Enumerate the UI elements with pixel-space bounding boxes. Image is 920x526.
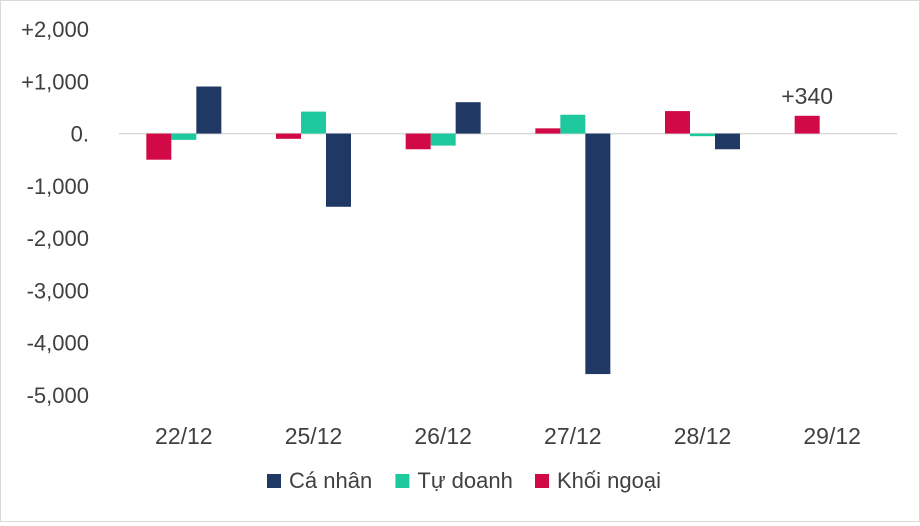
bars [146, 86, 820, 375]
y-tick-label: 0. [71, 122, 89, 147]
bar-khối-ngoại-25-12 [276, 133, 301, 139]
y-tick-label: -4,000 [27, 331, 89, 356]
x-tick-label: 28/12 [674, 423, 732, 449]
y-tick-label: +2,000 [21, 17, 89, 42]
bar-khối-ngoại-28-12 [665, 111, 690, 134]
x-tick-label: 27/12 [544, 423, 602, 449]
legend-swatch [267, 474, 281, 488]
legend-item-tự-doanh: Tự doanh [395, 468, 513, 493]
legend-label: Cá nhân [289, 468, 372, 493]
bar-cá-nhân-26-12 [455, 102, 481, 134]
bar-cá-nhân-27-12 [585, 133, 611, 375]
legend-swatch [535, 474, 549, 488]
x-axis-tick-labels: 22/12 25/12 26/12 27/12 28/12 29/12 [155, 423, 861, 449]
bar-khối-ngoại-26-12 [405, 133, 431, 150]
legend-item-cá-nhân: Cá nhân [267, 468, 372, 493]
legend-label: Tự doanh [417, 468, 512, 493]
bar-tự-doanh-26-12 [430, 133, 456, 146]
y-tick-label: -3,000 [27, 278, 89, 303]
y-axis-tick-labels: +2,000 +1,000 0. -1,000 -2,000 -3,000 -4,000 -5… [21, 17, 89, 408]
bar-cá-nhân-28-12 [715, 133, 740, 150]
bar-khối-ngoại-22-12 [146, 133, 172, 160]
legend: Cá nhân Tự doanh Khối ngoại [267, 468, 661, 493]
y-tick-label: -1,000 [27, 174, 89, 199]
data-labels: +340 [781, 83, 833, 109]
bar-cá-nhân-22-12 [196, 86, 222, 134]
legend-item-khối-ngoại: Khối ngoại [535, 468, 661, 493]
bar-khối-ngoại-27-12 [535, 128, 561, 134]
bar-tự-doanh-28-12 [690, 133, 715, 137]
bar-khối-ngoại-29-12 [794, 115, 820, 134]
bar-tự-doanh-25-12 [301, 111, 326, 134]
x-tick-label: 29/12 [803, 423, 861, 449]
y-tick-label: -2,000 [27, 226, 89, 251]
bar-cá-nhân-25-12 [326, 133, 351, 207]
x-tick-label: 25/12 [285, 423, 343, 449]
y-tick-label: -5,000 [27, 383, 89, 408]
y-tick-label: +1,000 [21, 69, 89, 94]
bar-tự-doanh-22-12 [171, 133, 197, 140]
legend-swatch [395, 474, 410, 488]
legend-label: Khối ngoại [557, 468, 661, 493]
data-label: +340 [781, 83, 833, 109]
x-tick-label: 22/12 [155, 423, 213, 449]
bar-tự-doanh-27-12 [560, 114, 586, 134]
x-tick-label: 26/12 [414, 423, 472, 449]
